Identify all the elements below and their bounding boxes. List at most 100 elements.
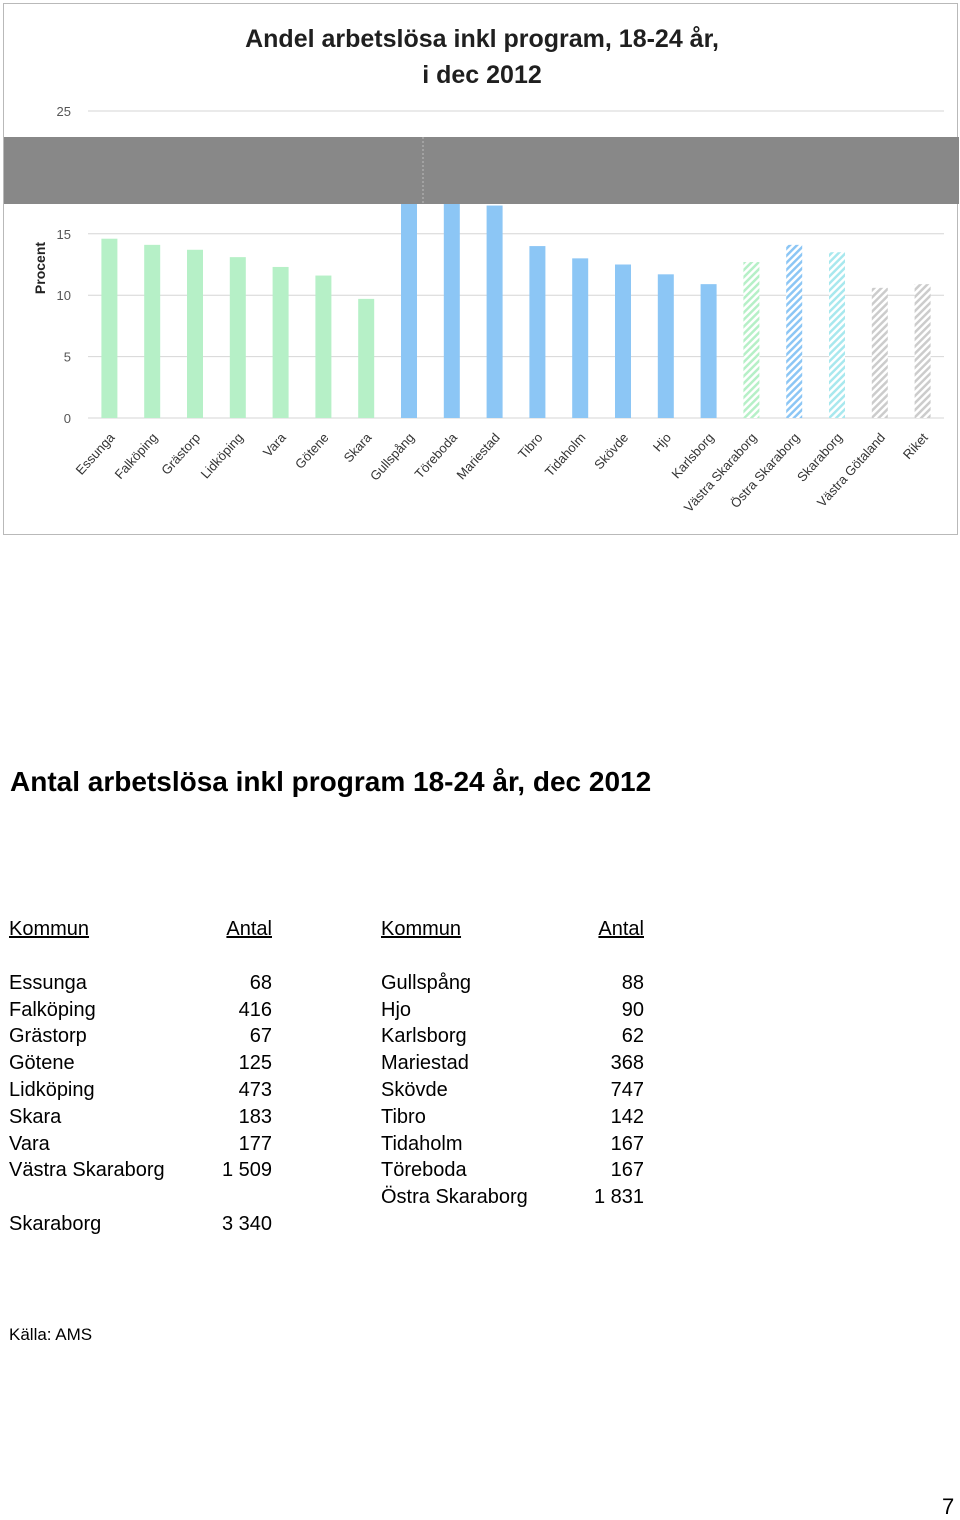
bar bbox=[871, 287, 888, 418]
row-kommun: Skara bbox=[9, 1105, 62, 1128]
table-row: Karlsborg 62 bbox=[381, 1023, 644, 1050]
row-antal: 3 340 bbox=[221, 1212, 272, 1235]
table-heading: Antal arbetslösa inkl program 18-24 år, … bbox=[10, 766, 652, 797]
bar bbox=[700, 284, 717, 418]
row-antal: 167 bbox=[610, 1159, 644, 1182]
row-kommun: Götene bbox=[9, 1052, 75, 1075]
row-antal: 183 bbox=[238, 1105, 272, 1128]
x-tick-label: Götene bbox=[292, 430, 332, 472]
row-kommun: Grästorp bbox=[9, 1025, 87, 1048]
x-tick-label: Essunga bbox=[73, 429, 119, 477]
row-antal: 1 509 bbox=[221, 1159, 272, 1182]
row-kommun: Gullspång bbox=[381, 971, 472, 994]
x-tick-label: Vara bbox=[260, 429, 289, 459]
bar bbox=[358, 298, 375, 418]
row-antal: 1 831 bbox=[593, 1186, 644, 1209]
chart-frame: Andel arbetslösa inkl program, 18-24 år,… bbox=[3, 3, 959, 535]
x-tick-label: Hjo bbox=[650, 430, 674, 455]
table-row: Götene 125 bbox=[9, 1050, 272, 1077]
row-antal: 368 bbox=[610, 1052, 644, 1075]
bar bbox=[615, 264, 631, 418]
x-tick-label: Gullspång bbox=[367, 430, 417, 484]
table-row: Östra Skaraborg 1 831 bbox=[381, 1184, 644, 1211]
bar bbox=[315, 275, 332, 418]
x-tick-label: Skara bbox=[341, 429, 375, 465]
row-kommun: Karlsborg bbox=[381, 1025, 467, 1048]
bar bbox=[657, 274, 674, 418]
table-row: Västra Skaraborg 1 509 bbox=[9, 1157, 272, 1184]
row-antal: 167 bbox=[610, 1132, 644, 1155]
row-kommun: Tibro bbox=[381, 1105, 426, 1128]
row-kommun: Töreboda bbox=[381, 1159, 467, 1182]
table-row: Tidaholm 167 bbox=[381, 1131, 644, 1158]
bar bbox=[144, 244, 161, 418]
table-row: Grästorp 67 bbox=[9, 1023, 272, 1050]
y-axis-title: Procent bbox=[32, 242, 48, 294]
table-body: Gullspång 88 Hjo 90 Karlsborg 62 Mariestad 368 S… bbox=[381, 970, 644, 1211]
page-number: 7 bbox=[942, 1494, 955, 1519]
row-kommun: Hjo bbox=[381, 998, 412, 1021]
bar bbox=[786, 244, 803, 418]
bar bbox=[401, 169, 417, 418]
table-left: Kommun Antal Essunga 68 Falköping 416 Grästo… bbox=[9, 916, 272, 1238]
x-tick-label: Grästorp bbox=[158, 430, 203, 478]
table-row: Hjo 90 bbox=[381, 997, 644, 1024]
table-row: Gullspång 88 bbox=[381, 970, 644, 997]
row-kommun: Tidaholm bbox=[381, 1132, 463, 1155]
y-tick-label: 0 bbox=[64, 411, 71, 426]
x-tick-label: Tibro bbox=[515, 430, 546, 462]
table-body: Essunga 68 Falköping 416 Grästorp 67 Götene 125… bbox=[9, 970, 272, 1184]
column-header-antal: Antal bbox=[226, 918, 272, 940]
table-row: Mariestad 368 bbox=[381, 1050, 644, 1077]
column-header-kommun: Kommun bbox=[381, 918, 462, 940]
row-antal: 416 bbox=[238, 998, 272, 1021]
table-row: Lidköping 473 bbox=[9, 1077, 272, 1104]
row-kommun: Falköping bbox=[9, 998, 96, 1021]
table-row: Skara 183 bbox=[9, 1104, 272, 1131]
bar bbox=[101, 238, 118, 418]
bar-chart: Andel arbetslösa inkl program, 18-24 år,… bbox=[4, 25, 959, 515]
x-tick-label: Falköping bbox=[112, 430, 161, 482]
x-tick-label: Tidaholm bbox=[542, 430, 589, 479]
x-tick-label: Töreboda bbox=[412, 429, 461, 481]
row-antal: 125 bbox=[238, 1052, 272, 1075]
y-tick-label: 25 bbox=[57, 104, 71, 119]
x-tick-label: Skövde bbox=[591, 430, 631, 472]
table-right: Kommun Antal Gullspång 88 Hjo 90 Karlsborg 62… bbox=[381, 916, 644, 1211]
x-tick-label: Riket bbox=[900, 430, 931, 462]
table-row: Tibro 142 bbox=[381, 1104, 644, 1131]
column-header-kommun: Kommun bbox=[9, 918, 90, 940]
chart-title-line: i dec 2012 bbox=[422, 61, 542, 89]
row-antal: 68 bbox=[249, 971, 272, 994]
y-tick-label: 5 bbox=[64, 350, 71, 365]
table-row-total: Skaraborg 3 340 bbox=[9, 1211, 272, 1238]
bar bbox=[486, 205, 503, 418]
table-header: Kommun Antal bbox=[381, 916, 644, 943]
x-tick-label: Västra Skaraborg bbox=[681, 430, 760, 515]
x-tick-label: Lidköping bbox=[198, 430, 246, 481]
row-kommun: Vara bbox=[9, 1132, 50, 1155]
x-tick-label: Mariestad bbox=[453, 430, 502, 482]
row-kommun: Skaraborg bbox=[9, 1212, 102, 1235]
table-row: Falköping 416 bbox=[9, 997, 272, 1024]
y-tick-label: 15 bbox=[57, 227, 71, 242]
table-header: Kommun Antal bbox=[9, 916, 272, 943]
table-row: Vara 177 bbox=[9, 1131, 272, 1158]
row-kommun: Essunga bbox=[9, 971, 87, 994]
bar bbox=[187, 249, 203, 418]
y-tick-label: 10 bbox=[57, 288, 71, 303]
table-row: Essunga 68 bbox=[9, 970, 272, 997]
chart-title-line: Andel arbetslösa inkl program, 18-24 år, bbox=[245, 25, 719, 53]
table-row: Töreboda 167 bbox=[381, 1157, 644, 1184]
bar bbox=[529, 246, 546, 418]
row-antal: 473 bbox=[238, 1078, 272, 1101]
row-kommun: Skövde bbox=[381, 1078, 448, 1101]
row-kommun: Västra Skaraborg bbox=[9, 1159, 165, 1182]
row-antal: 67 bbox=[249, 1025, 272, 1048]
row-antal: 142 bbox=[610, 1105, 644, 1128]
bar bbox=[743, 262, 760, 418]
row-kommun: Mariestad bbox=[381, 1052, 469, 1075]
row-antal: 88 bbox=[621, 971, 644, 994]
row-antal: 90 bbox=[621, 998, 644, 1021]
source-note: Källa: AMS bbox=[9, 1325, 93, 1344]
